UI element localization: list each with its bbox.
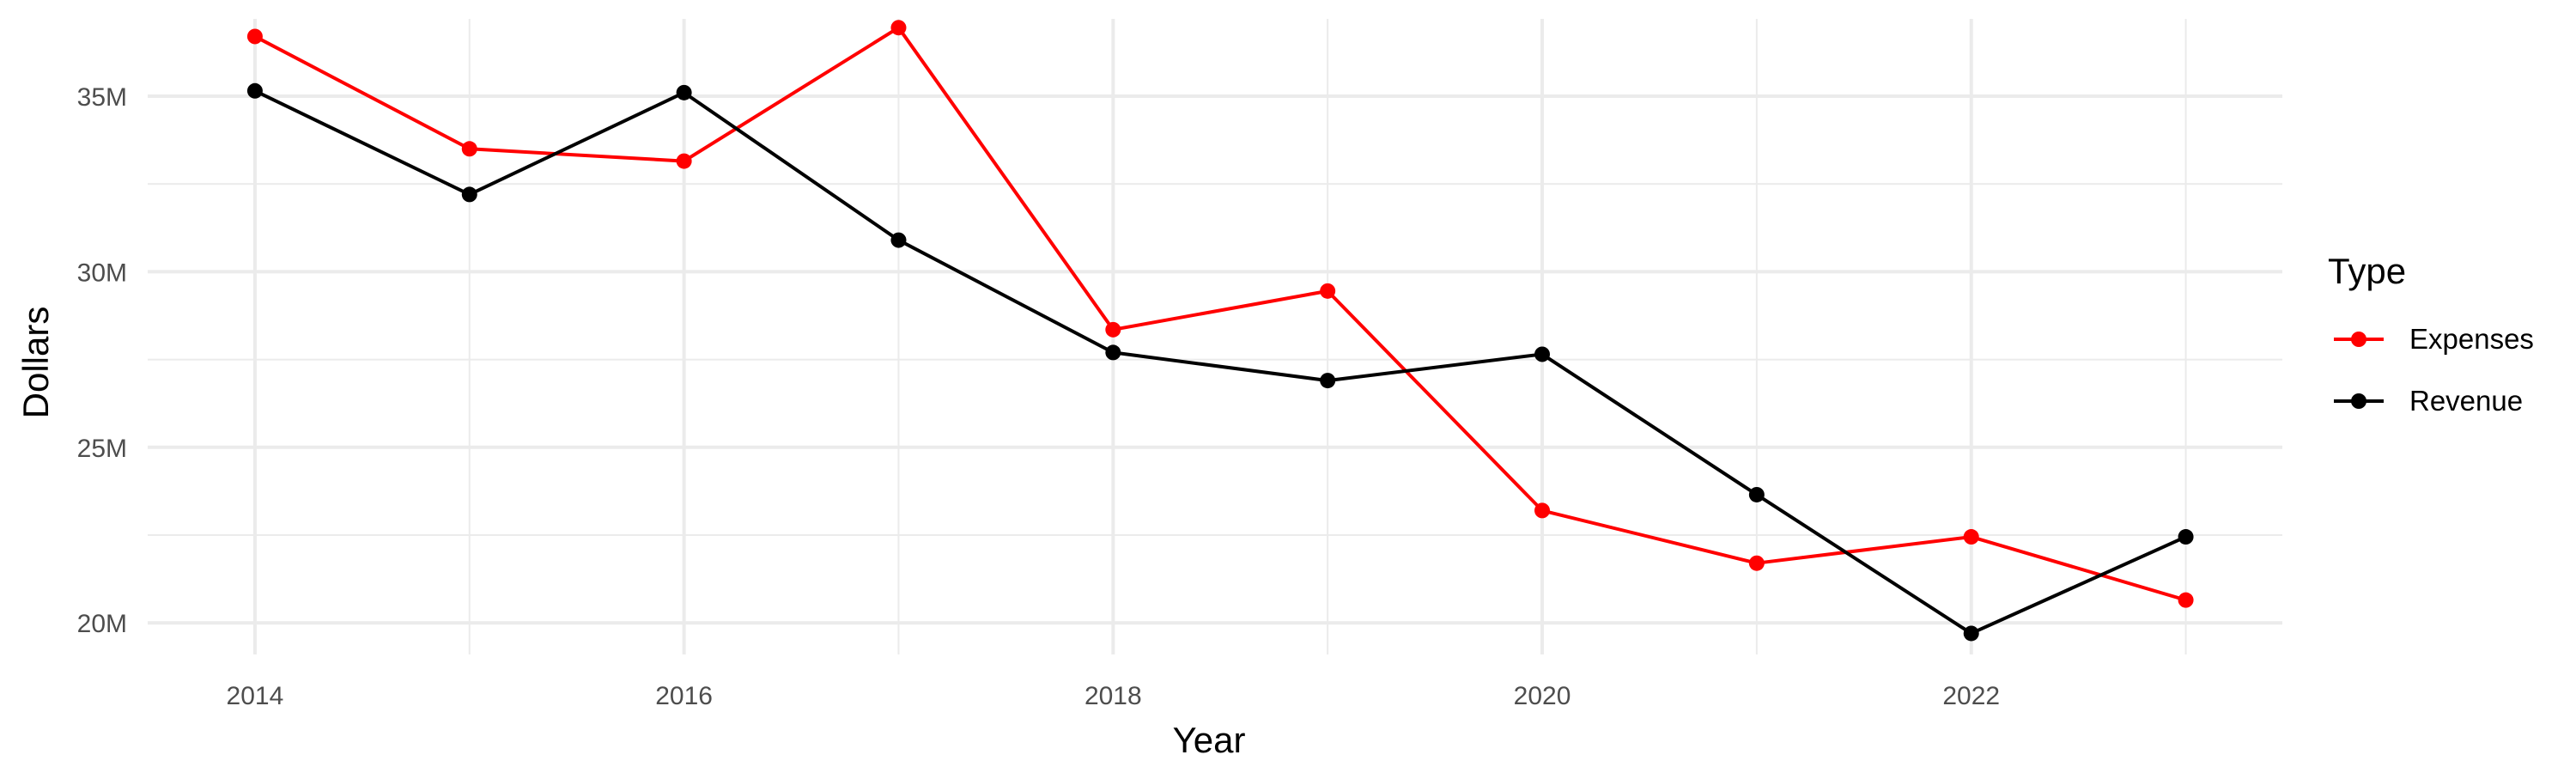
grid-layer [148, 19, 2282, 654]
data-point-expenses [1748, 555, 1765, 571]
x-tick-label: 2014 [227, 682, 284, 710]
data-point-revenue [1320, 373, 1336, 389]
data-point-expenses [1963, 529, 1979, 545]
data-point-expenses [2178, 592, 2194, 608]
data-point-revenue [246, 82, 263, 99]
y-axis-title: Dollars [15, 307, 56, 419]
x-axis-title: Year [1173, 720, 1246, 760]
data-point-expenses [246, 28, 263, 45]
data-point-revenue [676, 84, 692, 100]
data-point-revenue [1534, 346, 1551, 362]
data-point-expenses [890, 20, 907, 36]
series-line-expenses [253, 26, 2187, 602]
data-point-expenses [676, 153, 692, 169]
legend-label: Expenses [2409, 323, 2534, 355]
x-tick-label: 2020 [1514, 682, 1571, 710]
data-point-revenue [461, 186, 477, 203]
tick-layer: 2014 2016 2018 2020 2022 20M 25M 30M 35M [77, 83, 2000, 710]
legend: Type Expenses Revenue [2328, 251, 2534, 417]
series-layer [246, 20, 2194, 642]
legend-title: Type [2328, 251, 2406, 291]
series-line-revenue [254, 89, 2187, 636]
y-tick-label: 25M [77, 435, 127, 463]
y-tick-label: 35M [77, 83, 127, 112]
y-tick-label: 30M [77, 259, 127, 287]
legend-key-point [2351, 332, 2366, 347]
legend-key-point [2351, 393, 2366, 409]
data-point-revenue [2178, 529, 2194, 545]
x-tick-label: 2016 [655, 682, 713, 710]
data-point-revenue [1963, 625, 1979, 642]
data-point-expenses [1105, 321, 1121, 338]
data-point-revenue [1105, 344, 1121, 361]
data-point-expenses [1320, 283, 1336, 299]
data-point-expenses [461, 141, 477, 157]
data-point-revenue [890, 232, 907, 248]
legend-label: Revenue [2409, 385, 2523, 417]
y-tick-label: 20M [77, 610, 127, 638]
data-point-revenue [1748, 486, 1765, 502]
x-tick-label: 2018 [1084, 682, 1142, 710]
x-tick-label: 2022 [1942, 682, 2000, 710]
data-point-expenses [1534, 502, 1551, 519]
